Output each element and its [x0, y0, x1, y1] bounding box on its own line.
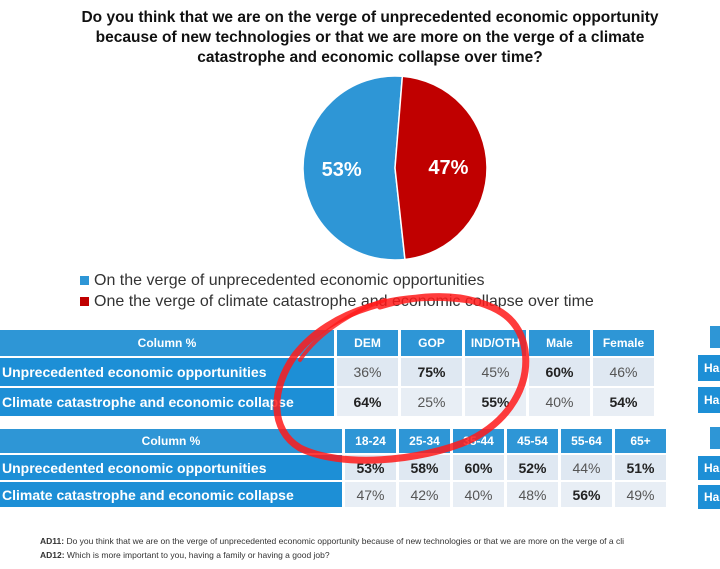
table-cell: 40%: [453, 482, 504, 507]
pie-slice-label: 47%: [428, 157, 468, 179]
legend-item-catastrophe: One the verge of climate catastrophe and…: [80, 291, 594, 312]
legend: On the verge of unprecedented economic o…: [80, 270, 594, 312]
edge-row-label: Ha: [698, 355, 720, 381]
table-cell: 58%: [399, 455, 450, 480]
row-label: Climate catastrophe and economic collaps…: [0, 388, 334, 416]
table-cell: 36%: [337, 358, 398, 386]
crosstab-age: Column % 18-24 25-34 35-44 45-54 55-64 6…: [0, 427, 669, 509]
edge-table-header: [710, 427, 720, 449]
col-header: 55-64: [561, 429, 612, 453]
table-cell: 46%: [593, 358, 654, 386]
col-header: 25-34: [399, 429, 450, 453]
row-label: Climate catastrophe and economic collaps…: [0, 482, 342, 507]
legend-label: One the verge of climate catastrophe and…: [94, 292, 594, 310]
col-header: DEM: [337, 330, 398, 356]
table-cell: 53%: [345, 455, 396, 480]
table-cell: 75%: [401, 358, 462, 386]
table-cell: 42%: [399, 482, 450, 507]
col-header: IND/OTH: [465, 330, 526, 356]
table-cell: 48%: [507, 482, 558, 507]
footnote-ad11: AD11: Do you think that we are on the ve…: [40, 536, 624, 546]
table-cell: 51%: [615, 455, 666, 480]
table-cell: 40%: [529, 388, 590, 416]
col-header: 65+: [615, 429, 666, 453]
footnote-text: Do you think that we are on the verge of…: [64, 536, 625, 546]
footnote-ad12: AD12: Which is more important to you, ha…: [40, 550, 330, 560]
pie-slice: [302, 75, 406, 261]
col-header: Female: [593, 330, 654, 356]
pie-slice-label: 53%: [322, 159, 362, 181]
column-percent-header: Column %: [0, 330, 334, 356]
table-cell: 25%: [401, 388, 462, 416]
column-percent-header: Column %: [0, 429, 342, 453]
edge-row-label: Ha: [698, 485, 720, 509]
edge-table-header: [710, 326, 720, 348]
legend-label: On the verge of unprecedented economic o…: [94, 271, 485, 289]
legend-item-opportunities: On the verge of unprecedented economic o…: [80, 270, 594, 291]
footnote-code: AD11:: [40, 536, 65, 546]
col-header: 18-24: [345, 429, 396, 453]
col-header: Male: [529, 330, 590, 356]
table-cell: 56%: [561, 482, 612, 507]
footnote-code: AD12:: [40, 550, 65, 560]
legend-swatch-blue: [80, 276, 89, 285]
col-header: 35-44: [453, 429, 504, 453]
chart-title: Do you think that we are on the verge of…: [81, 9, 659, 66]
pie-slice: [394, 75, 488, 261]
row-label: Unprecedented economic opportunities: [0, 358, 334, 386]
table-cell: 55%: [465, 388, 526, 416]
table-cell: 47%: [345, 482, 396, 507]
legend-swatch-red: [80, 297, 89, 306]
col-header: GOP: [401, 330, 462, 356]
table-cell: 54%: [593, 388, 654, 416]
footnote-text: Which is more important to you, having a…: [64, 550, 330, 560]
table-cell: 60%: [453, 455, 504, 480]
crosstab-party-gender: Column % DEM GOP IND/OTH Male Female Unp…: [0, 328, 657, 418]
table-cell: 44%: [561, 455, 612, 480]
table-cell: 45%: [465, 358, 526, 386]
table-cell: 49%: [615, 482, 666, 507]
table-cell: 52%: [507, 455, 558, 480]
edge-row-label: Ha: [698, 387, 720, 413]
row-label: Unprecedented economic opportunities: [0, 455, 342, 480]
col-header: 45-54: [507, 429, 558, 453]
table-cell: 60%: [529, 358, 590, 386]
edge-row-label: Ha: [698, 456, 720, 480]
table-cell: 64%: [337, 388, 398, 416]
